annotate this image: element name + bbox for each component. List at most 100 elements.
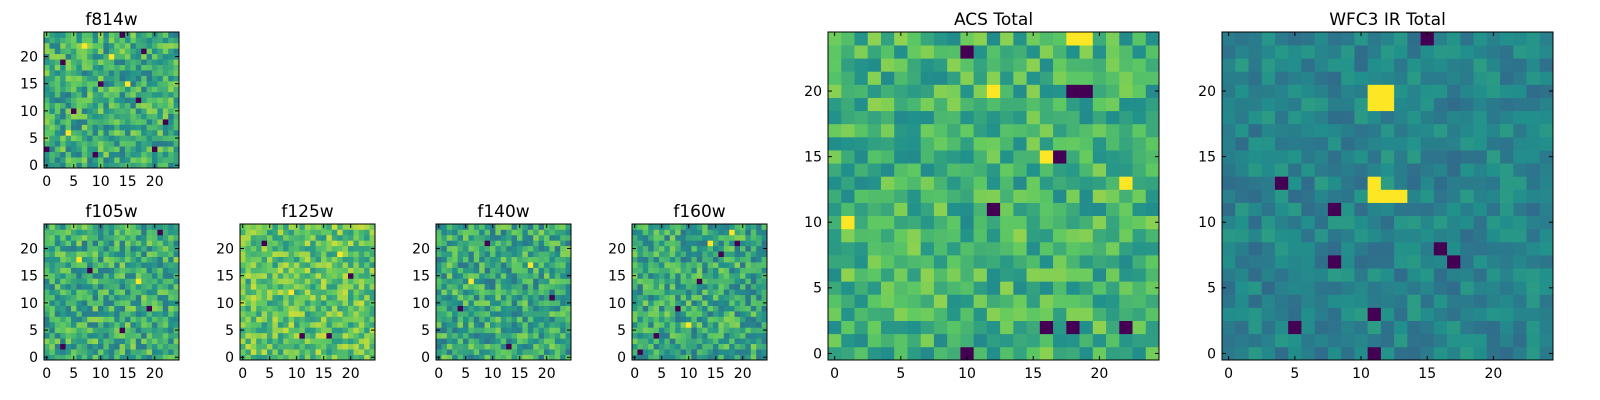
heatmap-cell: [256, 311, 262, 317]
heatmap-cell: [734, 349, 741, 355]
heatmap-cell: [648, 224, 654, 230]
heatmap-cell: [1341, 136, 1355, 151]
heatmap-cell: [135, 80, 142, 87]
heatmap-cell: [1106, 163, 1120, 177]
heatmap-cell: [691, 349, 698, 355]
heatmap-cell: [369, 229, 376, 236]
heatmap-cell: [49, 48, 56, 55]
heatmap-cell: [130, 229, 137, 236]
heatmap-cell: [1526, 294, 1541, 308]
heatmap-cell: [1526, 58, 1541, 72]
heatmap-cell: [342, 278, 349, 285]
heatmap-cell: [92, 311, 99, 317]
heatmap-cell: [294, 332, 300, 339]
heatmap-cell: [87, 162, 93, 169]
heatmap-cell: [841, 346, 855, 361]
heatmap-cell: [740, 240, 746, 247]
heatmap-cell: [1288, 163, 1302, 177]
heatmap-cell: [436, 267, 442, 274]
heatmap-cell: [49, 338, 56, 345]
heatmap-cell: [65, 251, 72, 257]
heatmap-cell: [1301, 294, 1316, 308]
heatmap-cell: [867, 58, 882, 72]
heatmap-cell: [92, 343, 99, 350]
heatmap-cell: [463, 262, 469, 268]
heatmap-cell: [756, 354, 762, 361]
heatmap-cell: [173, 321, 180, 328]
heatmap-cell: [1486, 84, 1501, 98]
heatmap-cell: [718, 311, 725, 317]
heatmap-cell: [65, 37, 72, 44]
heatmap-cell: [446, 354, 453, 361]
heatmap-cell: [157, 256, 164, 263]
heatmap-cell: [1407, 320, 1421, 335]
heatmap-cell: [162, 75, 169, 82]
heatmap-cell: [880, 320, 895, 335]
heatmap-cell: [549, 267, 556, 274]
heatmap-cell: [490, 300, 496, 306]
heatmap-cell: [880, 97, 895, 112]
heatmap-cell: [103, 108, 110, 114]
heatmap-cell: [1341, 110, 1355, 125]
heatmap-cell: [119, 124, 126, 131]
heatmap-cell: [1513, 97, 1527, 112]
heatmap-cell: [146, 294, 153, 301]
heatmap-cell: [103, 80, 110, 87]
heatmap-cell: [828, 110, 842, 125]
heatmap-cell: [162, 240, 169, 247]
heatmap-cell: [1000, 176, 1014, 190]
heatmap-cell: [44, 256, 50, 263]
heatmap-cell: [560, 267, 566, 274]
heatmap-cell: [267, 311, 273, 317]
heatmap-cell: [157, 316, 164, 323]
heatmap-cell: [1079, 163, 1094, 177]
heatmap-cell: [538, 240, 545, 247]
heatmap-cell: [1274, 176, 1289, 190]
heatmap-cell: [157, 251, 164, 257]
heatmap-cell: [637, 240, 644, 247]
heatmap-cell: [756, 278, 762, 285]
heatmap-cell: [1274, 294, 1289, 308]
heatmap-cell: [479, 305, 485, 312]
heatmap-cell: [92, 140, 99, 147]
heatmap-cell: [321, 283, 327, 290]
heatmap-cell: [686, 311, 692, 317]
heatmap-cell: [664, 278, 671, 285]
heatmap-cell: [648, 245, 654, 252]
heatmap-cell: [632, 349, 638, 355]
heatmap-cell: [664, 338, 671, 345]
heatmap-cell: [1526, 241, 1541, 256]
heatmap-cell: [141, 70, 147, 76]
heatmap-cell: [659, 349, 665, 355]
heatmap-cell: [87, 37, 93, 44]
heatmap-cell: [125, 332, 131, 339]
heatmap-cell: [1327, 71, 1342, 85]
heatmap-cell: [1539, 255, 1554, 269]
heatmap-cell: [452, 251, 458, 257]
heatmap-cell: [1119, 294, 1133, 308]
heatmap-cell: [1145, 71, 1160, 85]
heatmap-cell: [146, 240, 153, 247]
heatmap-cell: [854, 189, 869, 203]
heatmap-cell: [637, 283, 644, 290]
heatmap-cell: [1394, 268, 1408, 282]
heatmap-cell: [299, 256, 306, 263]
heatmap-cell: [152, 113, 158, 120]
heatmap-cell: [54, 157, 61, 163]
heatmap-cell: [691, 272, 698, 279]
heatmap-cell: [60, 294, 66, 301]
heatmap-cell: [653, 343, 660, 350]
heatmap-cell: [718, 289, 725, 296]
heatmap-cell: [125, 59, 131, 65]
heatmap-cell: [1026, 268, 1041, 282]
heatmap-cell: [495, 272, 502, 279]
heatmap-cell: [642, 321, 649, 328]
heatmap-cell: [76, 70, 83, 76]
heatmap-cell: [549, 343, 556, 350]
heatmap-cell: [92, 129, 99, 136]
heatmap-cell: [130, 283, 137, 290]
heatmap-cell: [1486, 307, 1501, 321]
heatmap-cell: [49, 289, 56, 296]
heatmap-cell: [108, 349, 115, 355]
heatmap-cell: [108, 162, 115, 169]
